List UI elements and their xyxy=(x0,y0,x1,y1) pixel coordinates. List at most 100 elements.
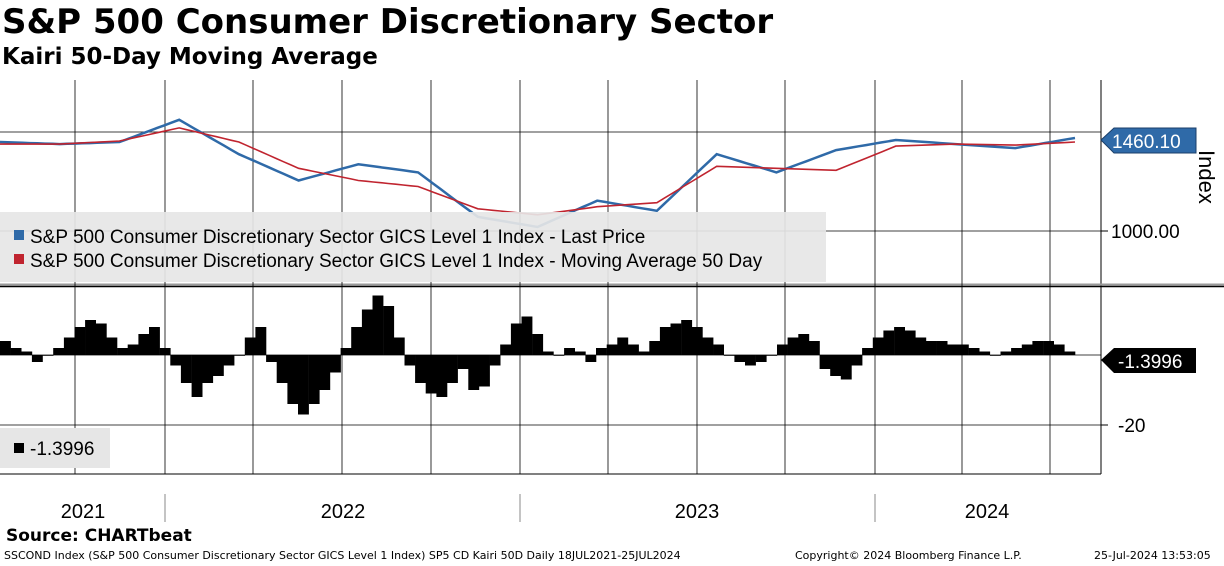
kairi-bar xyxy=(202,355,214,383)
chart-title: S&P 500 Consumer Discretionary Sector xyxy=(2,2,774,42)
kairi-bar xyxy=(276,355,288,383)
y-axis-label: Index xyxy=(1194,150,1219,204)
kairi-bar xyxy=(106,337,118,355)
kairi-bar xyxy=(425,355,437,394)
kairi-bar xyxy=(489,355,501,366)
kairi-bar xyxy=(808,341,820,355)
kairi-bar xyxy=(308,355,320,404)
kairi-bar xyxy=(234,355,246,356)
kairi-bar xyxy=(138,334,150,355)
kairi-bar xyxy=(915,337,927,355)
kairi-bar xyxy=(1053,344,1065,355)
kairi-bar xyxy=(553,355,565,356)
kairi-bar xyxy=(383,306,395,355)
kairi-bar xyxy=(798,334,810,355)
kairi-bar xyxy=(0,341,11,355)
kairi-bar xyxy=(1043,341,1054,355)
kairi-bar xyxy=(819,355,831,369)
last-price-label xyxy=(1100,127,1197,154)
kairi-bar xyxy=(10,348,22,355)
legend-label-ma: S&P 500 Consumer Discretionary Sector GI… xyxy=(30,251,763,272)
kairi-bar xyxy=(585,355,597,362)
kairi-bar xyxy=(723,355,735,356)
kairi-bar xyxy=(1011,348,1022,355)
legend-swatch-price xyxy=(14,230,24,240)
kairi-bar xyxy=(255,327,267,355)
price-legend-box xyxy=(0,212,826,282)
legend-label-price: S&P 500 Consumer Discretionary Sector GI… xyxy=(30,227,645,248)
x-label-2024: 2024 xyxy=(965,501,1010,523)
kairi-bar xyxy=(415,355,426,383)
kairi-bar xyxy=(564,348,575,355)
kairi-bar xyxy=(170,355,182,366)
kairi-bar xyxy=(691,327,703,355)
kairi-bar xyxy=(117,348,128,355)
kairi-bar xyxy=(936,341,948,355)
kairi-bar xyxy=(298,355,309,415)
kairi-bar xyxy=(510,323,522,355)
kairi-bar xyxy=(149,327,160,355)
kairi-bar xyxy=(521,316,533,355)
kairi-bar xyxy=(659,327,671,355)
kairi-bar xyxy=(212,355,224,376)
kairi-bar xyxy=(1000,351,1012,355)
kairi-bar xyxy=(53,348,65,355)
kairi-bar xyxy=(351,327,363,355)
kairi-bar xyxy=(947,344,959,355)
kairi-bar xyxy=(606,344,618,355)
kairi-bar xyxy=(266,355,277,362)
kairi-bar xyxy=(191,355,203,397)
kairi-bar xyxy=(734,355,746,362)
kairi-bar xyxy=(31,355,43,362)
kairi-bar xyxy=(968,348,980,355)
legend-label-kairi: -1.3996 xyxy=(30,439,94,460)
footer-timestamp: 25-Jul-2024 13:53:05 xyxy=(1094,549,1211,562)
kairi-bar xyxy=(851,355,863,366)
kairi-bar xyxy=(638,351,650,355)
kairi-bar xyxy=(21,351,33,355)
kairi-bar xyxy=(436,355,448,397)
kairi-bar xyxy=(926,341,937,355)
kairi-bar xyxy=(244,337,256,355)
legend-swatch-ma xyxy=(14,254,24,264)
kairi-bar xyxy=(287,355,299,404)
kairi-bar xyxy=(340,348,352,355)
kairi-bar xyxy=(989,355,1001,356)
kairi-bar xyxy=(617,337,629,355)
footer-copyright: Copyright© 2024 Bloomberg Finance L.P. xyxy=(795,549,1022,562)
kairi-bar xyxy=(457,355,469,369)
kairi-bar xyxy=(532,334,544,355)
kairi-bar xyxy=(74,327,86,355)
last-kairi-label xyxy=(1101,348,1196,373)
x-label-2022: 2022 xyxy=(321,501,366,523)
x-label-2021: 2021 xyxy=(61,501,106,523)
kairi-bar xyxy=(883,330,895,355)
kairi-bar xyxy=(319,355,331,390)
kairi-bar xyxy=(330,355,341,373)
kairi-bar xyxy=(468,355,480,390)
kairi-bar xyxy=(840,355,852,380)
kairi-bar xyxy=(957,344,969,355)
kairi-bar xyxy=(42,355,54,356)
kairi-bar xyxy=(830,355,842,376)
kairi-bar xyxy=(85,320,96,355)
source-note: Source: CHARTbeat xyxy=(6,526,192,546)
kairi-bar xyxy=(404,355,416,366)
kairi-bar xyxy=(745,355,756,366)
kairi-bar xyxy=(180,355,192,383)
kairi-bar xyxy=(574,351,586,355)
kairi-bar xyxy=(361,309,373,355)
kairi-bar xyxy=(862,348,873,355)
kairi-bar xyxy=(872,337,884,355)
kairi-bar xyxy=(713,344,724,355)
kairi-bars xyxy=(0,295,1076,415)
kairi-bar xyxy=(596,348,607,355)
kairi-bar xyxy=(755,355,767,362)
kairi-bar xyxy=(63,337,75,355)
kairi-bar xyxy=(223,355,235,366)
kairi-bar xyxy=(670,323,682,355)
chart-subtitle: Kairi 50-Day Moving Average xyxy=(2,44,378,70)
kairi-bar xyxy=(894,327,905,355)
kairi-bar xyxy=(479,355,490,387)
kairi-bar xyxy=(500,344,512,355)
